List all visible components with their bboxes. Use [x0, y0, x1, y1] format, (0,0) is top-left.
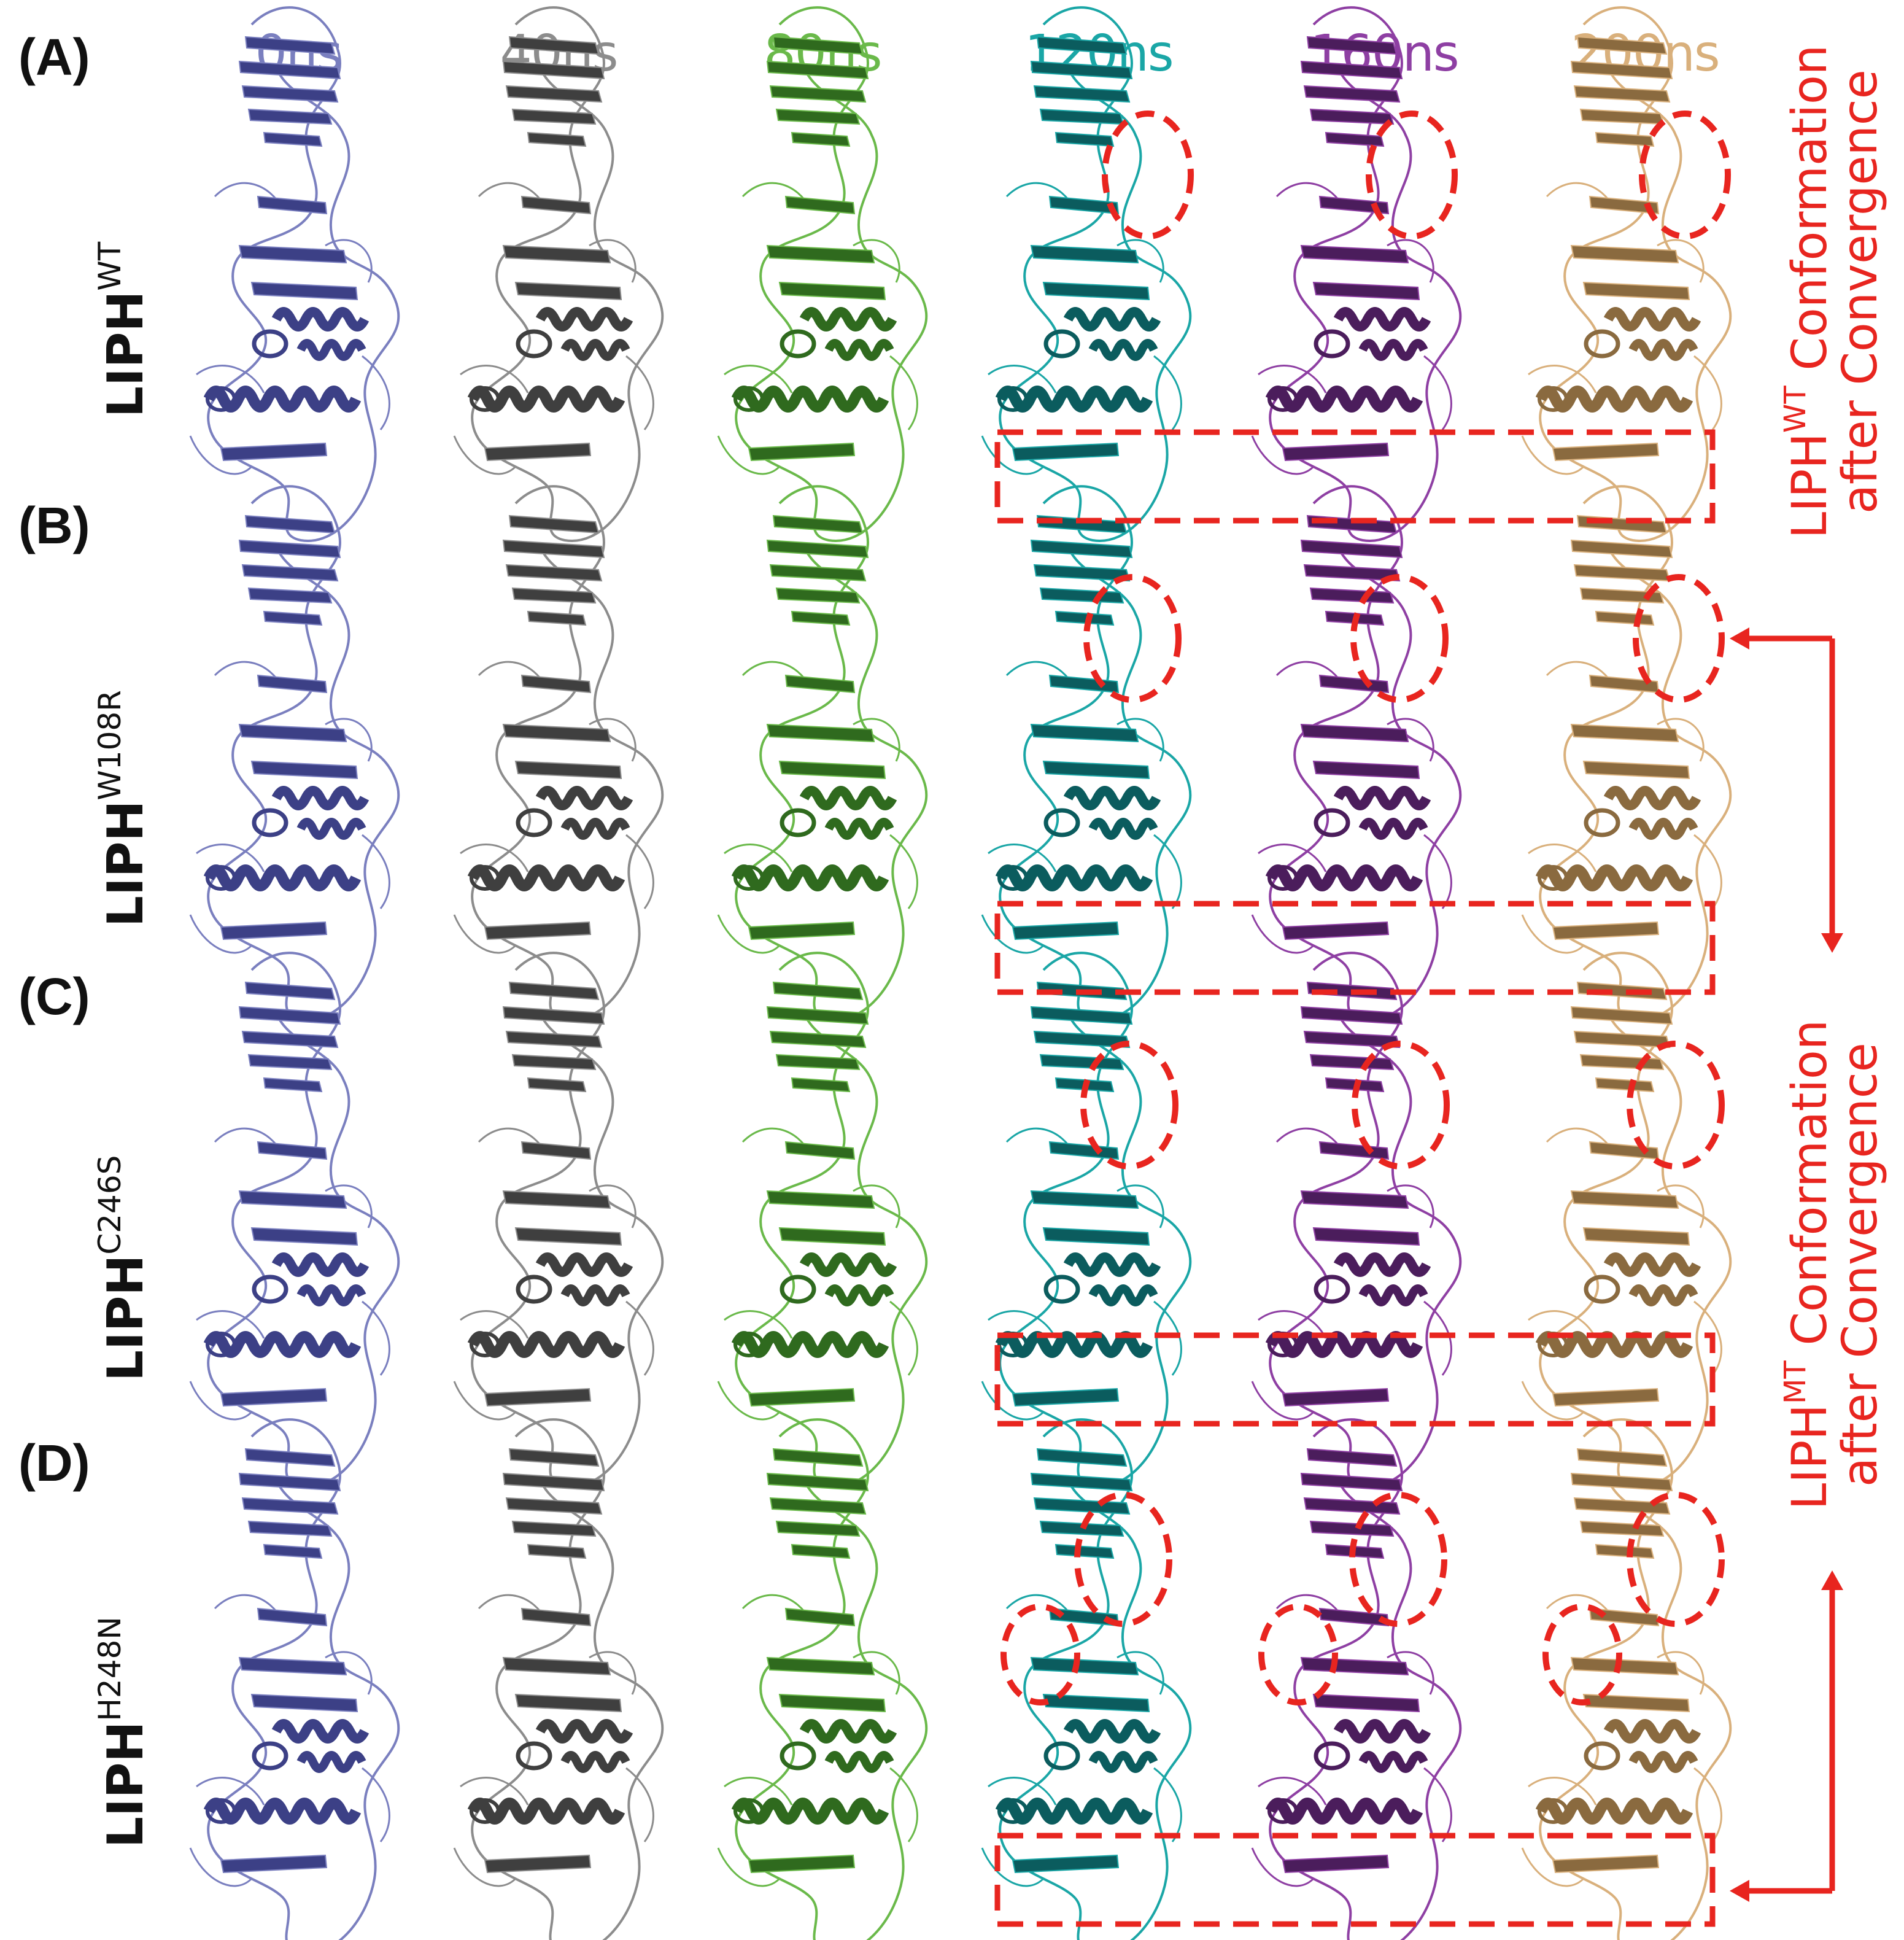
arrowhead-top-left: [1730, 627, 1749, 650]
structure-wt-0ns: [190, 7, 399, 541]
dashed-box-row-c: [994, 1332, 1716, 1427]
structure-w108r-160ns: [1252, 486, 1461, 1020]
structure-wt-120ns: [982, 7, 1191, 541]
circle-d-120-side: [1000, 1604, 1080, 1705]
circle-a-200: [1639, 111, 1731, 239]
structure-h248n-120ns: [982, 1419, 1191, 1940]
structure-w108r-0ns: [190, 486, 399, 1020]
circle-d-200-top: [1627, 1492, 1725, 1627]
dashed-box-row-b: [994, 901, 1716, 995]
arrowhead-top-down: [1821, 933, 1843, 953]
structure-c246s-160ns: [1252, 953, 1461, 1486]
structure-h248n-160ns: [1252, 1419, 1461, 1940]
structure-w108r-120ns: [982, 486, 1191, 1020]
structure-c246s-200ns: [1522, 953, 1731, 1486]
structure-w108r-200ns: [1522, 486, 1731, 1020]
panel-label-b: (B): [18, 497, 90, 554]
dashed-box-row-d: [994, 1833, 1716, 1927]
structure-w108r-80ns: [718, 486, 927, 1020]
structure-wt-200ns: [1522, 7, 1731, 541]
panel-label-c: (C): [18, 968, 90, 1025]
dashed-box-row-a: [994, 429, 1716, 524]
bracket-arrows: [1730, 627, 1843, 1902]
structure-h248n-0ns: [190, 1419, 399, 1940]
circle-d-160-side: [1258, 1604, 1338, 1705]
structure-wt-80ns: [718, 7, 927, 541]
circle-a-160: [1366, 111, 1458, 239]
structure-h248n-40ns: [454, 1419, 663, 1940]
arrowhead-bottom-up: [1821, 1570, 1843, 1590]
circle-d-120-top: [1074, 1492, 1172, 1627]
highlight-circles: [1000, 111, 1731, 1705]
panel-label-a: (A): [18, 28, 90, 86]
structure-h248n-80ns: [718, 1419, 927, 1940]
structure-wt-160ns: [1252, 7, 1461, 541]
arrowhead-bottom-left: [1730, 1880, 1749, 1902]
structure-c246s-40ns: [454, 953, 663, 1486]
circle-a-120: [1102, 111, 1194, 239]
highlight-boxes: [994, 429, 1716, 1927]
circle-b-160: [1350, 574, 1449, 703]
panel-label-d: (D): [18, 1434, 90, 1492]
circle-b-120: [1083, 574, 1182, 703]
structure-c246s-120ns: [982, 953, 1191, 1486]
structure-c246s-0ns: [190, 953, 399, 1486]
circle-c-160: [1352, 1041, 1450, 1170]
structure-w108r-40ns: [454, 486, 663, 1020]
structure-wt-40ns: [454, 7, 663, 541]
circle-b-200: [1633, 574, 1725, 703]
structure-c246s-80ns: [718, 953, 927, 1486]
circle-d-160-top: [1349, 1492, 1447, 1627]
circle-d-200-side: [1542, 1604, 1622, 1705]
circle-c-200: [1627, 1041, 1725, 1170]
circle-c-120: [1080, 1041, 1178, 1170]
